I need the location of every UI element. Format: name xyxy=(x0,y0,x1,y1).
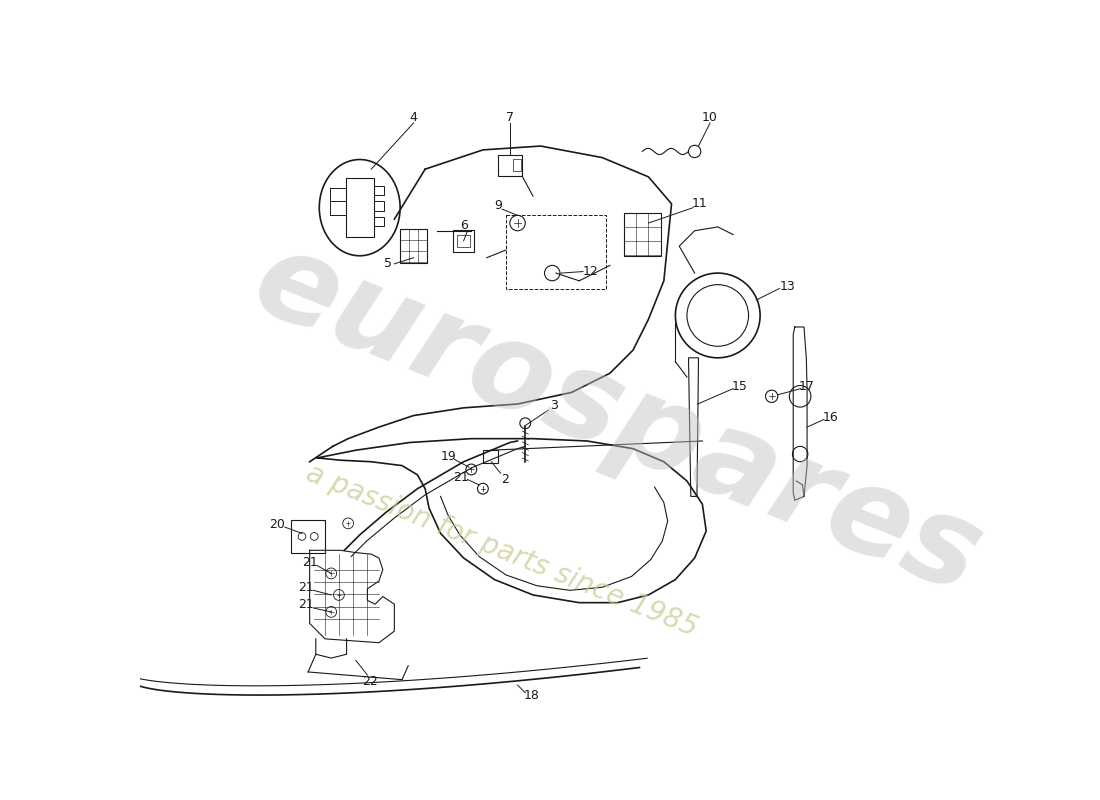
Bar xyxy=(624,213,661,256)
Text: 20: 20 xyxy=(270,518,285,530)
Text: 6: 6 xyxy=(460,219,467,232)
Bar xyxy=(453,230,474,251)
Text: 11: 11 xyxy=(692,198,707,210)
Text: 2: 2 xyxy=(502,473,509,486)
Text: 17: 17 xyxy=(799,380,815,393)
Bar xyxy=(513,159,520,171)
Text: 3: 3 xyxy=(551,399,559,412)
Text: 10: 10 xyxy=(702,111,718,124)
Bar xyxy=(506,215,606,289)
Bar xyxy=(374,217,384,226)
Text: 18: 18 xyxy=(524,689,539,702)
Bar xyxy=(374,202,384,210)
Text: 4: 4 xyxy=(409,111,418,124)
Bar xyxy=(345,178,374,237)
Bar xyxy=(497,154,522,176)
Text: 22: 22 xyxy=(362,674,377,688)
Bar xyxy=(292,519,326,554)
Text: 5: 5 xyxy=(384,258,393,270)
Text: 21: 21 xyxy=(453,470,470,484)
Text: 21: 21 xyxy=(298,581,314,594)
Text: 7: 7 xyxy=(506,111,514,124)
Bar xyxy=(483,450,498,462)
Text: 21: 21 xyxy=(301,556,318,569)
Text: 9: 9 xyxy=(494,199,503,212)
Text: 21: 21 xyxy=(298,598,314,611)
Text: 12: 12 xyxy=(583,265,598,278)
Bar xyxy=(458,234,470,247)
Text: 16: 16 xyxy=(823,411,838,424)
Text: eurospares: eurospares xyxy=(238,221,998,618)
Text: a passion for parts since 1985: a passion for parts since 1985 xyxy=(302,458,702,642)
Bar xyxy=(374,186,384,195)
Text: 15: 15 xyxy=(732,380,747,393)
Text: 13: 13 xyxy=(779,281,795,294)
Bar xyxy=(399,230,428,263)
Text: 19: 19 xyxy=(440,450,456,463)
